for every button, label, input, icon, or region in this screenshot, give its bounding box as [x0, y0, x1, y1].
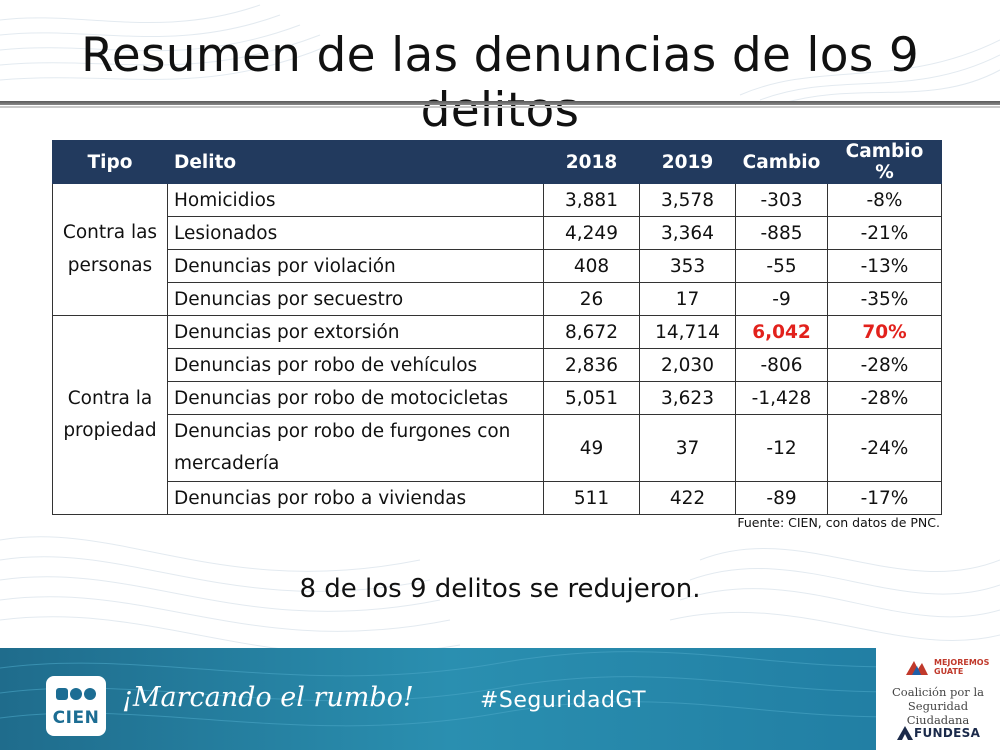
cambio-cell: -885 — [735, 216, 828, 250]
value-2018-cell: 8,672 — [543, 315, 640, 349]
header-2019: 2019 — [639, 140, 736, 184]
value-2019-cell: 422 — [639, 481, 736, 515]
table-row: Denuncias por robo a viviendas 511 422 -… — [53, 481, 942, 515]
header-delito: Delito — [167, 140, 544, 184]
cambio-cell: -55 — [735, 249, 828, 283]
fundesa-icon — [897, 726, 913, 740]
table-row: Denuncias por secuestro 26 17 -9 -35% — [53, 282, 942, 316]
value-2019-cell: 3,364 — [639, 216, 736, 250]
source-note: Fuente: CIEN, con datos de PNC. — [737, 515, 940, 530]
table-row: Denuncias por robo de furgones con merca… — [53, 414, 942, 482]
cambio-pct-cell: -21% — [827, 216, 942, 250]
footer-wave-decoration — [0, 651, 1000, 727]
partner-logos: MEJOREMOS GUATE Coalición por la Segurid… — [876, 648, 1000, 750]
cambio-cell-highlight: 6,042 — [735, 315, 828, 349]
value-2018-cell: 511 — [543, 481, 640, 515]
cambio-cell: -1,428 — [735, 381, 828, 415]
footer-tagline: ¡Marcando el rumbo! — [122, 682, 414, 713]
table-row: Contra la propiedad Denuncias por extors… — [52, 315, 942, 515]
header-tipo: Tipo — [52, 140, 168, 184]
value-2019-cell: 14,714 — [639, 315, 736, 349]
value-2018-cell: 49 — [543, 414, 640, 482]
cien-logo-mark-icon — [56, 688, 96, 700]
summary-statement: 8 de los 9 delitos se redujeron. — [299, 574, 701, 604]
title-divider — [0, 101, 1000, 105]
coalicion-text: Coalición por la Seguridad Ciudadana — [891, 685, 984, 727]
mejoremos-guate-text: MEJOREMOS GUATE — [934, 658, 990, 676]
value-2018-cell: 5,051 — [543, 381, 640, 415]
cambio-pct-cell: -28% — [827, 381, 942, 415]
header-2018: 2018 — [543, 140, 640, 184]
cambio-pct-cell: -24% — [827, 414, 942, 482]
mejoremos-guate-icon — [906, 661, 928, 675]
delito-cell: Denuncias por violación — [167, 249, 544, 283]
cambio-pct-cell: -8% — [827, 183, 942, 217]
cambio-cell: -806 — [735, 348, 828, 382]
cambio-pct-cell-highlight: 70% — [827, 315, 942, 349]
value-2018-cell: 4,249 — [543, 216, 640, 250]
value-2019-cell: 37 — [639, 414, 736, 482]
crime-summary-table: Tipo Delito 2018 2019 Cambio Cambio % Co… — [52, 140, 942, 515]
delito-cell: Lesionados — [167, 216, 544, 250]
delito-cell: Homicidios — [167, 183, 544, 217]
table-row: Denuncias por violación 408 353 -55 -13% — [53, 249, 942, 283]
slide-title: Resumen de las denuncias de los 9 delito… — [80, 28, 920, 138]
cien-logo-text: CIEN — [52, 708, 100, 728]
cambio-cell: -89 — [735, 481, 828, 515]
delito-cell: Denuncias por secuestro — [167, 282, 544, 316]
value-2019-cell: 3,578 — [639, 183, 736, 217]
table-row: Contra las personas Homicidios 3,881 3,5… — [52, 183, 942, 316]
header-cambio: Cambio — [735, 140, 828, 184]
footer-banner: CIEN ¡Marcando el rumbo! #SeguridadGT — [0, 648, 1000, 750]
fundesa-text: FUNDESA — [914, 726, 981, 740]
table-row: Denuncias por robo de vehículos 2,836 2,… — [53, 348, 942, 382]
tipo-cell: Contra la propiedad — [52, 315, 168, 515]
value-2018-cell: 408 — [543, 249, 640, 283]
title-divider-shadow — [0, 106, 1000, 108]
table-header-row: Tipo Delito 2018 2019 Cambio Cambio % — [52, 140, 942, 184]
delito-cell: Denuncias por robo de vehículos — [167, 348, 544, 382]
cambio-pct-cell: -35% — [827, 282, 942, 316]
cambio-cell: -303 — [735, 183, 828, 217]
delito-cell: Denuncias por extorsión — [167, 315, 544, 349]
table-row: Denuncias por robo de motocicletas 5,051… — [53, 381, 942, 415]
cambio-cell: -9 — [735, 282, 828, 316]
value-2019-cell: 17 — [639, 282, 736, 316]
table-row: Lesionados 4,249 3,364 -885 -21% — [53, 216, 942, 250]
cambio-cell: -12 — [735, 414, 828, 482]
value-2019-cell: 3,623 — [639, 381, 736, 415]
delito-cell: Denuncias por robo de motocicletas — [167, 381, 544, 415]
footer-hashtag: #SeguridadGT — [480, 688, 647, 713]
cien-logo: CIEN — [46, 676, 106, 736]
cambio-pct-cell: -28% — [827, 348, 942, 382]
delito-cell: Denuncias por robo a viviendas — [167, 481, 544, 515]
value-2018-cell: 26 — [543, 282, 640, 316]
value-2018-cell: 2,836 — [543, 348, 640, 382]
value-2019-cell: 353 — [639, 249, 736, 283]
header-cambio-pct: Cambio % — [827, 140, 942, 184]
delito-cell: Denuncias por robo de furgones con merca… — [167, 414, 544, 482]
value-2019-cell: 2,030 — [639, 348, 736, 382]
tipo-cell: Contra las personas — [52, 183, 168, 316]
cambio-pct-cell: -13% — [827, 249, 942, 283]
value-2018-cell: 3,881 — [543, 183, 640, 217]
cambio-pct-cell: -17% — [827, 481, 942, 515]
